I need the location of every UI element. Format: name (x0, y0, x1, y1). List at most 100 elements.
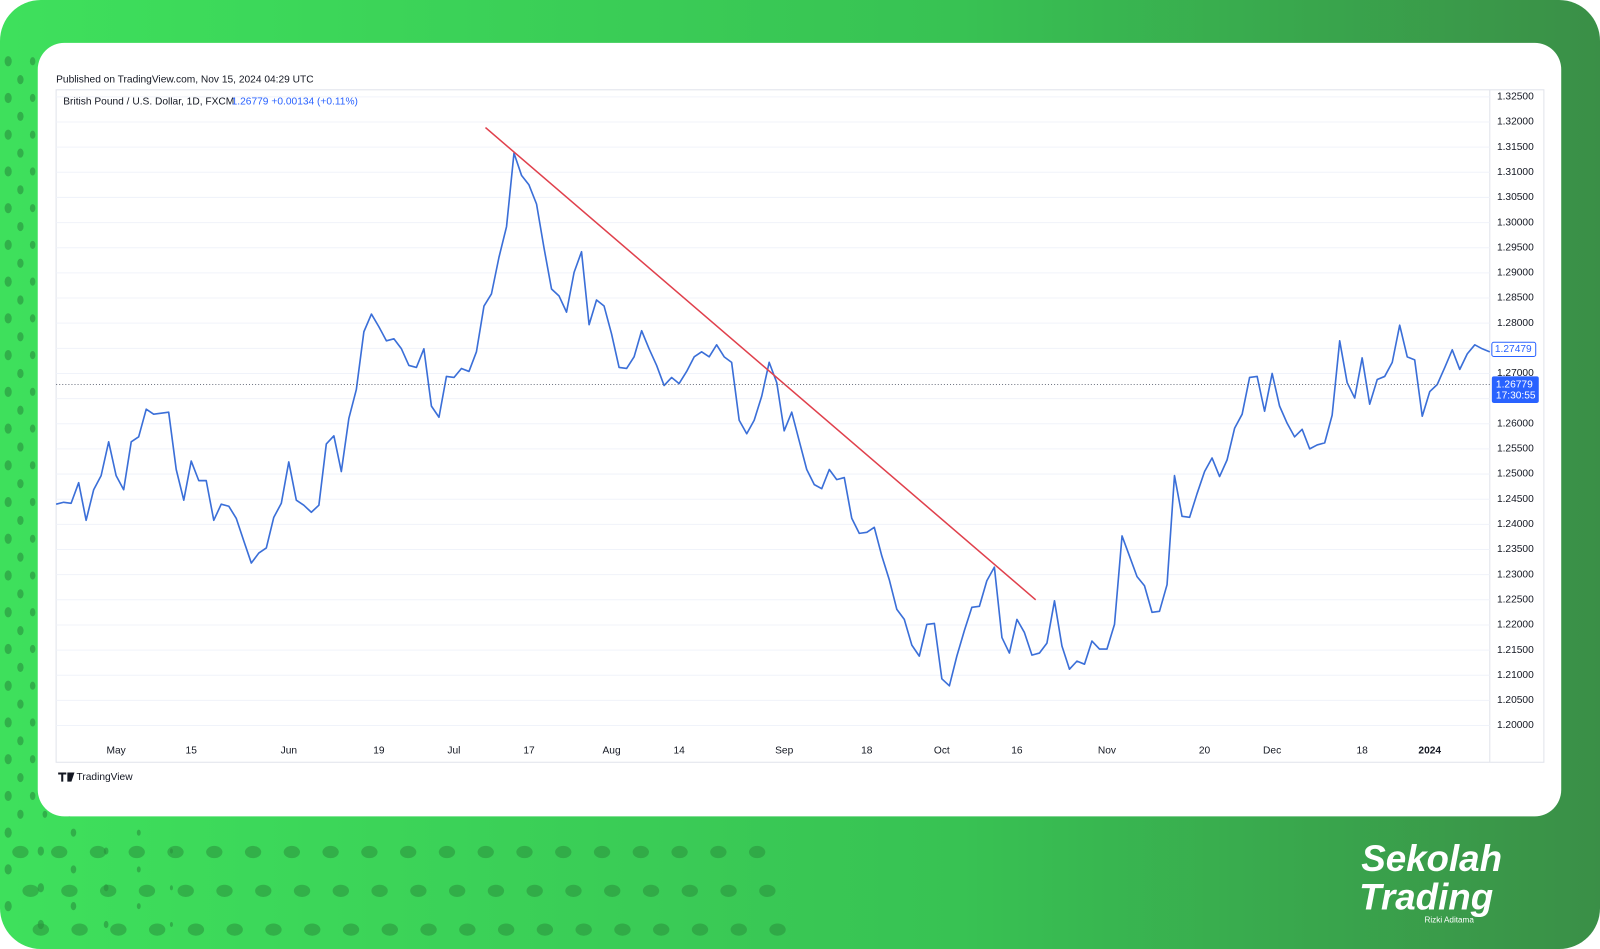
watermark-line2: Trading (1359, 877, 1493, 918)
dot (29, 93, 36, 103)
dot (438, 845, 456, 859)
dot (17, 258, 24, 268)
y-tick-label: 1.20000 (1497, 720, 1534, 731)
x-tick-label: Jul (447, 746, 460, 757)
dot (322, 845, 339, 859)
dot (29, 351, 36, 360)
dot (4, 901, 12, 912)
dot (29, 314, 36, 323)
x-tick-label: 2024 (1418, 746, 1441, 757)
header-change: +0.00134 (+0.11%) (271, 97, 357, 108)
dot (4, 570, 12, 581)
dot (4, 350, 12, 361)
dot (448, 884, 466, 897)
dot (51, 845, 68, 859)
dot (17, 515, 24, 526)
dot (332, 884, 349, 897)
dot (4, 56, 12, 67)
dot (4, 790, 12, 802)
dot (71, 923, 88, 936)
dot (29, 718, 36, 727)
dot (526, 884, 543, 897)
dot (29, 644, 36, 654)
dot (29, 240, 36, 249)
dot (361, 845, 378, 859)
dot (70, 902, 77, 911)
dot (17, 809, 24, 819)
x-tick-label: 19 (373, 746, 385, 757)
dot (17, 148, 24, 158)
dot (17, 332, 24, 342)
dot (653, 923, 670, 936)
dot (4, 313, 12, 324)
x-tick-label: 20 (1199, 746, 1211, 757)
dot (216, 884, 233, 897)
dot (4, 754, 12, 765)
current-price-tag (1491, 376, 1539, 403)
x-tick-label: 18 (1357, 746, 1369, 757)
x-tick-label: 18 (861, 746, 873, 757)
x-tick-label: Dec (1263, 746, 1281, 757)
dot (61, 884, 78, 897)
watermark-author: Rizki Aditama (1424, 916, 1474, 925)
dot (148, 923, 166, 936)
y-tick-label: 1.30500 (1497, 192, 1534, 203)
x-tick-label: Sep (775, 746, 793, 757)
dot (29, 167, 36, 176)
y-tick-label: 1.31000 (1497, 167, 1534, 178)
x-tick-label: 15 (186, 746, 198, 757)
y-tick-label: 1.27000 (1497, 368, 1534, 379)
dot (293, 884, 311, 897)
dot (477, 845, 494, 859)
dot (4, 239, 12, 251)
dot (17, 75, 24, 85)
y-tick-label: 1.23000 (1497, 569, 1534, 580)
dot (681, 884, 698, 897)
dot (4, 203, 12, 214)
dot (29, 755, 36, 764)
watermark-line1: Sekolah (1361, 838, 1502, 879)
dot (29, 387, 36, 396)
last-price-label: 1.27479 (1495, 344, 1532, 355)
dot (4, 717, 12, 728)
dot (4, 166, 12, 177)
y-tick-label: 1.24000 (1497, 519, 1534, 530)
dot (4, 496, 12, 508)
dot (400, 845, 417, 859)
dot (29, 424, 36, 433)
dot (759, 884, 776, 897)
dot (42, 810, 48, 818)
dot (169, 921, 173, 928)
dot (748, 845, 766, 859)
trendline (484, 126, 1037, 601)
dot (70, 828, 77, 837)
y-tick-label: 1.23500 (1497, 544, 1534, 555)
dot (265, 923, 282, 936)
grid (56, 96, 1490, 727)
dot (29, 497, 36, 507)
dot (17, 295, 24, 305)
dot (17, 185, 24, 195)
dot (29, 608, 36, 617)
dot (29, 461, 36, 470)
y-tick-label: 1.24500 (1497, 494, 1534, 505)
dot (177, 884, 194, 897)
dot (17, 405, 24, 415)
dot (769, 923, 786, 936)
dot (22, 884, 39, 897)
dot (255, 884, 272, 897)
dot (4, 386, 12, 397)
dot (136, 866, 141, 873)
dot (70, 865, 77, 874)
publisher-note: Published on TradingView.com, Nov 15, 20… (56, 74, 313, 85)
x-tick-label: 14 (673, 746, 685, 757)
dot (136, 903, 141, 910)
dot (710, 845, 727, 859)
dot (110, 923, 127, 936)
dot (4, 129, 12, 140)
dot (555, 845, 572, 859)
dot (17, 442, 24, 452)
dot (17, 662, 24, 672)
tradingview-logo (58, 772, 75, 782)
